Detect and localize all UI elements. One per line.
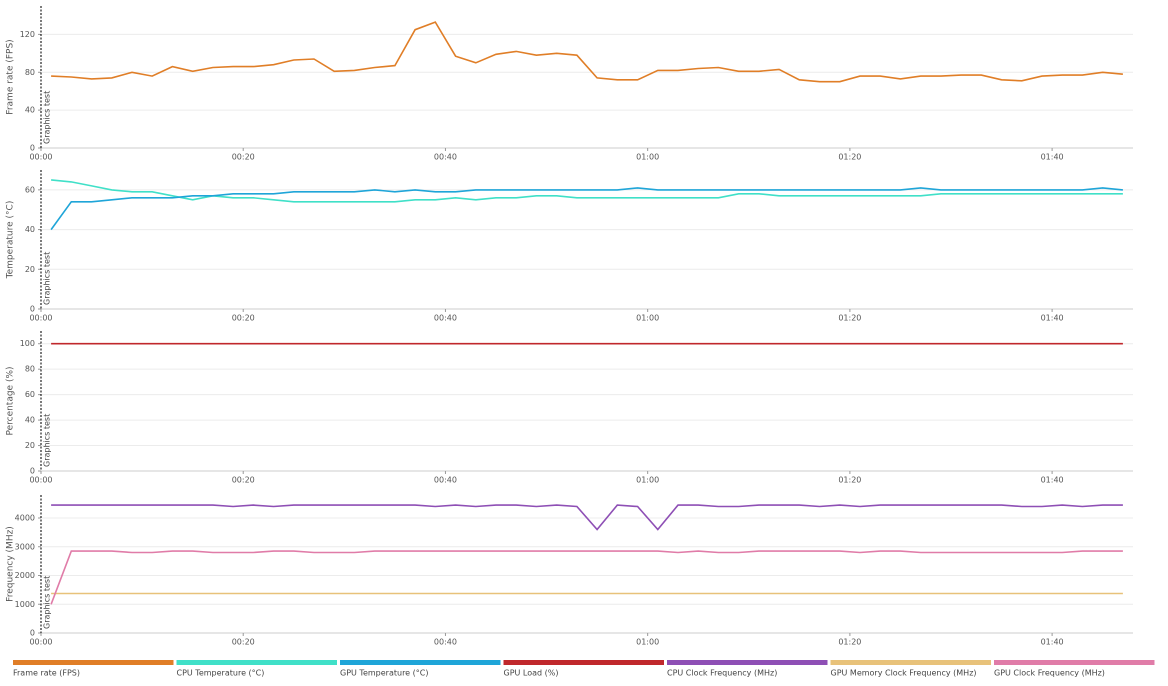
y-tick-label: 40	[25, 416, 35, 425]
panel: 0 20 40 60 80 100 00:00 00:20 00:40 01:00 01:20 01:…	[6, 331, 1133, 485]
series-line	[50, 550, 1123, 605]
y-tick-label: 2000	[15, 571, 35, 580]
series-line	[51, 21, 1123, 83]
legend-label: GPU Temperature (°C)	[340, 669, 428, 678]
series-line	[51, 504, 1123, 531]
legend-swatch	[340, 660, 501, 665]
y-tick-label: 20	[25, 441, 35, 450]
y-axis-label: Percentage (%)	[6, 366, 16, 435]
legend-swatch	[667, 660, 828, 665]
x-tick-label: 00:40	[434, 153, 457, 162]
y-tick-label: 120	[20, 30, 35, 39]
x-tick-label: 01:00	[636, 638, 659, 647]
x-tick-label: 01:40	[1041, 638, 1064, 647]
panel: 0 20 40 60 00:00 00:20 00:40 01:00 01:20 01:40 Gra…	[6, 170, 1133, 323]
x-tick-label: 00:00	[29, 638, 52, 647]
annotation: Graphics test	[43, 414, 52, 467]
y-tick-label: 0	[30, 144, 35, 153]
x-tick-label: 00:00	[29, 476, 52, 485]
legend-swatch	[830, 660, 991, 665]
x-tick-label: 01:40	[1041, 476, 1064, 485]
y-tick-label: 3000	[15, 542, 35, 551]
legend-label: CPU Temperature (°C)	[177, 669, 265, 678]
panel: 0 40 80 120 00:00 00:20 00:40 01:00 01:20 01:40 Gr…	[6, 6, 1133, 162]
x-tick-label: 00:40	[434, 638, 457, 647]
x-tick-label: 00:20	[232, 314, 255, 323]
y-tick-label: 80	[25, 68, 35, 77]
x-tick-label: 01:20	[838, 314, 861, 323]
x-tick-label: 00:20	[232, 638, 255, 647]
legend-swatch	[13, 660, 174, 665]
annotation: Graphics test	[43, 576, 52, 629]
x-tick-label: 01:20	[838, 476, 861, 485]
x-tick-label: 01:40	[1041, 153, 1064, 162]
x-tick-label: 01:20	[838, 638, 861, 647]
legend-swatch	[994, 660, 1155, 665]
legend-label: Frame rate (FPS)	[13, 669, 80, 678]
legend-label: GPU Clock Frequency (MHz)	[994, 669, 1105, 678]
legend-label: GPU Load (%)	[504, 669, 559, 678]
y-tick-label: 4000	[15, 514, 35, 523]
x-tick-label: 01:00	[636, 476, 659, 485]
y-tick-label: 1000	[15, 600, 35, 609]
x-tick-label: 00:20	[232, 153, 255, 162]
legend-swatch	[503, 660, 664, 665]
annotation: Graphics test	[43, 252, 52, 305]
y-axis-label: Frequency (MHz)	[6, 526, 16, 602]
y-tick-label: 40	[25, 225, 35, 234]
annotation: Graphics test	[43, 91, 52, 144]
y-tick-label: 0	[30, 305, 35, 314]
y-tick-label: 80	[25, 365, 35, 374]
y-tick-label: 0	[30, 629, 35, 638]
y-axis-label: Temperature (°C)	[6, 201, 16, 280]
x-tick-label: 01:00	[636, 314, 659, 323]
y-tick-label: 0	[30, 467, 35, 476]
panel: 0 1000 2000 3000 4000 00:00 00:20 00:40 01:00 01:…	[6, 495, 1133, 647]
legend-label: GPU Memory Clock Frequency (MHz)	[831, 669, 977, 678]
x-tick-label: 01:40	[1041, 314, 1064, 323]
legend-label: CPU Clock Frequency (MHz)	[667, 669, 777, 678]
series-line	[50, 187, 1123, 231]
y-tick-label: 40	[25, 106, 35, 115]
x-tick-label: 00:40	[434, 314, 457, 323]
x-tick-label: 01:20	[838, 153, 861, 162]
legend-swatch	[176, 660, 337, 665]
y-tick-label: 100	[20, 339, 35, 348]
y-tick-label: 20	[25, 265, 35, 274]
y-axis-label: Frame rate (FPS)	[6, 39, 16, 114]
x-tick-label: 01:00	[636, 153, 659, 162]
x-tick-label: 00:00	[29, 314, 52, 323]
series-line	[51, 179, 1123, 203]
x-tick-label: 00:20	[232, 476, 255, 485]
x-tick-label: 00:40	[434, 476, 457, 485]
x-tick-label: 00:00	[29, 153, 52, 162]
y-tick-label: 60	[25, 185, 35, 194]
y-tick-label: 60	[25, 390, 35, 399]
